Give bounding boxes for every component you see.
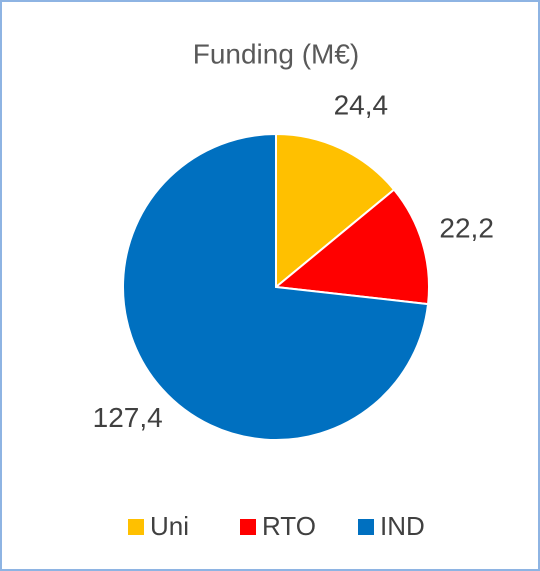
data-label: 127,4: [93, 402, 163, 433]
legend-swatch: [358, 519, 374, 535]
legend-label: Uni: [150, 511, 189, 541]
data-label: 24,4: [334, 89, 389, 120]
legend-swatch: [128, 519, 144, 535]
legend-label: IND: [380, 511, 425, 541]
pie-slice: [273, 188, 430, 306]
legend-swatch: [240, 519, 256, 535]
pie-slice: [275, 132, 396, 290]
pie-slice: [122, 132, 430, 441]
data-label: 22,2: [439, 213, 494, 244]
legend-label: RTO: [262, 511, 316, 541]
chart-title: Funding (M€): [193, 38, 360, 69]
